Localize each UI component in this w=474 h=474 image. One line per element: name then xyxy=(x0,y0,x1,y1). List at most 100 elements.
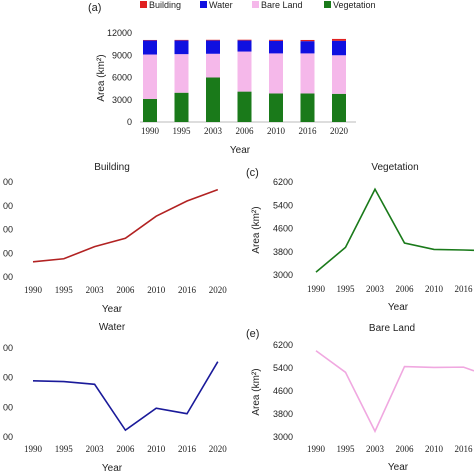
x-tick-label: 2006 xyxy=(116,285,135,295)
x-tick-label: 1990 xyxy=(141,126,160,136)
x-tick-label: 2016 xyxy=(178,285,197,295)
bar-segment xyxy=(174,92,189,122)
bar-segment xyxy=(237,40,252,52)
x-tick-label: 1995 xyxy=(55,444,74,454)
x-tick-label: 1990 xyxy=(24,444,43,454)
x-tick-label: 2006 xyxy=(236,126,255,136)
bar-segment xyxy=(143,40,157,55)
panel-bareland-series-line xyxy=(315,350,474,434)
legend-swatch xyxy=(140,1,147,8)
y-tick-label: 4600 xyxy=(273,386,293,396)
x-tick-label: 1995 xyxy=(55,285,74,295)
y-tick-label: 00 xyxy=(3,402,13,412)
legend-swatch xyxy=(200,1,207,8)
panel-building-series-line xyxy=(32,188,219,263)
y-tick-label: 6000 xyxy=(112,73,132,83)
legend-label: Vegetation xyxy=(333,0,376,10)
x-axis-title: Year xyxy=(102,463,123,474)
y-tick-label: 6200 xyxy=(273,340,293,350)
legend-label: Bare Land xyxy=(261,0,303,10)
y-tick-label: 00 xyxy=(3,272,13,282)
panel-vegetation-line-chart: (c) Vegetation 3000 3800 4600 5400 6200 1990 199… xyxy=(246,162,474,313)
panel-vegetation-series-line xyxy=(315,187,474,273)
bar-segment xyxy=(300,41,315,54)
x-tick-label: 2003 xyxy=(366,444,385,454)
bar-segment xyxy=(206,39,220,41)
legend-swatch xyxy=(252,1,259,8)
bar-segment xyxy=(332,55,346,94)
y-tick-label: 9000 xyxy=(112,50,132,60)
bar-segment xyxy=(300,93,315,122)
y-tick-label: 3000 xyxy=(273,270,293,280)
panel-bareland-line-chart: (e) Bare Land 3000 3800 4600 5400 6200 1990 1995… xyxy=(246,323,474,473)
y-tick-label: 00 xyxy=(3,177,13,187)
bar-segment xyxy=(332,93,346,122)
x-tick-label: 2016 xyxy=(178,444,197,454)
y-tick-label: 0 xyxy=(127,117,132,127)
x-tick-label: 2016 xyxy=(299,126,318,136)
bar-segment xyxy=(143,99,157,122)
x-tick-label: 2016 xyxy=(455,284,474,294)
bar-segment xyxy=(206,40,220,54)
legend-label: Building xyxy=(149,0,181,10)
panel-water-series-line xyxy=(32,361,219,432)
panel-bareland-label: (e) xyxy=(246,328,259,340)
x-tick-label: 2010 xyxy=(425,444,444,454)
bar-segment xyxy=(332,38,346,41)
panel-water-line-chart: Water 00 00 00 00 1990 1995 2003 2006 2010 2016 202… xyxy=(3,322,227,474)
bar-segment xyxy=(174,54,189,93)
y-tick-label: 3800 xyxy=(273,409,293,419)
x-tick-label: 1990 xyxy=(307,284,326,294)
x-tick-label: 2010 xyxy=(147,444,166,454)
bar-segment xyxy=(206,53,220,78)
x-tick-label: 1995 xyxy=(337,444,356,454)
x-tick-label: 1995 xyxy=(337,284,356,294)
x-axis-title: Year xyxy=(230,145,251,156)
y-tick-label: 3800 xyxy=(273,247,293,257)
y-tick-label: 00 xyxy=(3,373,13,383)
y-tick-label: 3000 xyxy=(273,432,293,442)
panel-water-title: Water xyxy=(99,322,126,333)
y-axis-title: Area (km²) xyxy=(96,54,107,101)
y-tick-label: 6200 xyxy=(273,177,293,187)
bar-segment xyxy=(269,39,283,41)
x-tick-label: 1995 xyxy=(173,126,192,136)
bar-segment xyxy=(174,39,189,41)
y-axis-title: Area (km²) xyxy=(251,206,262,253)
panel-vegetation-label: (c) xyxy=(246,167,259,179)
panel-bareland-title: Bare Land xyxy=(369,323,415,334)
x-axis-title: Year xyxy=(388,462,409,473)
bar-segment xyxy=(206,77,220,122)
y-tick-label: 5400 xyxy=(273,200,293,210)
x-axis-title: Year xyxy=(102,304,123,315)
legend-label: Water xyxy=(209,0,233,10)
panel-a-label: (a) xyxy=(88,2,101,14)
panel-vegetation-title: Vegetation xyxy=(371,162,418,173)
bar-segment xyxy=(143,54,157,100)
x-tick-label: 2016 xyxy=(455,444,474,454)
y-tick-label: 00 xyxy=(3,201,13,211)
y-tick-label: 4600 xyxy=(273,224,293,234)
bar-segment xyxy=(237,91,252,122)
x-tick-label: 2020 xyxy=(209,285,228,295)
x-tick-label: 2010 xyxy=(267,126,286,136)
legend-swatch xyxy=(324,1,331,8)
bar-segment xyxy=(269,93,283,122)
x-tick-label: 2006 xyxy=(396,444,415,454)
y-axis-title: Area (km²) xyxy=(251,368,262,415)
panel-building-title: Building xyxy=(94,162,130,173)
bar-segment xyxy=(269,40,283,54)
x-axis-title: Year xyxy=(388,302,409,313)
x-tick-label: 2006 xyxy=(396,284,415,294)
bar-segment xyxy=(237,51,252,92)
panel-a-stacked-bar-chart: (a) Building Water Bare Land Vegetation 0 3000… xyxy=(88,0,376,156)
x-tick-label: 2020 xyxy=(209,444,228,454)
y-tick-label: 00 xyxy=(3,343,13,353)
bar-segment xyxy=(332,40,346,56)
bar-segment xyxy=(300,53,315,94)
x-tick-label: 2010 xyxy=(425,284,444,294)
bar-segment xyxy=(300,39,315,42)
x-tick-label: 1990 xyxy=(24,285,43,295)
x-tick-label: 2006 xyxy=(116,444,135,454)
